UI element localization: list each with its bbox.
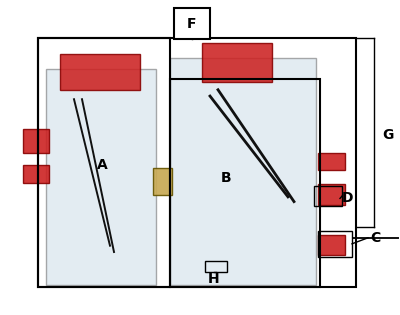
Text: G: G — [382, 129, 393, 142]
Bar — [174, 8, 210, 39]
Bar — [38, 38, 170, 287]
Text: C: C — [370, 231, 380, 245]
Bar — [23, 129, 49, 153]
Bar — [318, 231, 352, 257]
Bar — [46, 69, 156, 285]
Bar — [38, 38, 356, 287]
Bar — [318, 153, 345, 170]
Text: A: A — [97, 158, 107, 172]
Text: B: B — [221, 171, 231, 185]
Bar — [318, 184, 345, 205]
Bar — [170, 79, 320, 287]
Text: D: D — [342, 192, 354, 205]
Text: H: H — [208, 272, 220, 286]
Bar — [202, 43, 272, 82]
Bar — [205, 261, 227, 272]
Text: F: F — [187, 17, 197, 31]
Bar — [314, 186, 342, 206]
Bar — [60, 54, 140, 90]
Bar — [23, 165, 49, 183]
Bar — [318, 235, 345, 255]
Bar — [153, 168, 172, 195]
Bar — [170, 58, 316, 285]
